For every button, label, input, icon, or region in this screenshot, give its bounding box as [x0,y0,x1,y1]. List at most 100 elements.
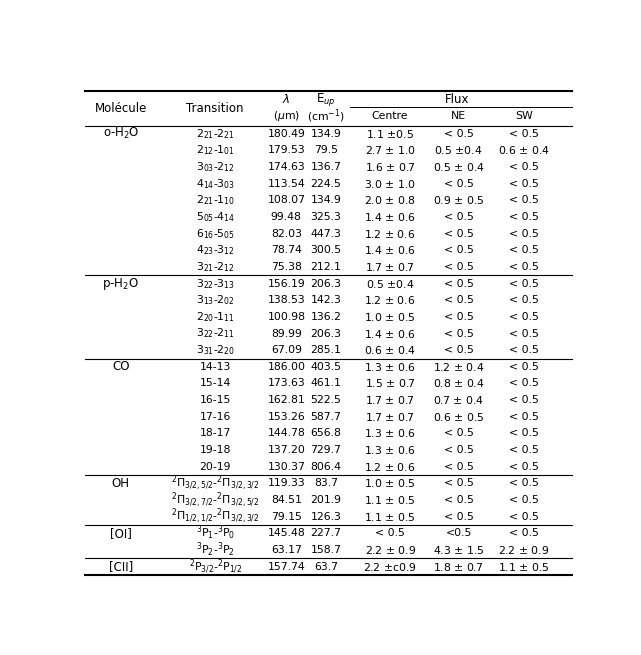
Text: < 0.5: < 0.5 [444,512,474,521]
Text: 0.5 $\pm$0.4: 0.5 $\pm$0.4 [366,278,414,290]
Text: 113.54: 113.54 [267,179,305,189]
Text: 153.26: 153.26 [267,412,305,422]
Text: 134.9: 134.9 [311,129,342,139]
Text: < 0.5: < 0.5 [444,262,474,272]
Text: 206.3: 206.3 [310,329,342,339]
Text: 285.1: 285.1 [311,345,342,355]
Text: < 0.5: < 0.5 [444,212,474,222]
Text: 1.8 $\pm$ 0.7: 1.8 $\pm$ 0.7 [433,561,484,572]
Text: < 0.5: < 0.5 [444,445,474,455]
Text: 63.7: 63.7 [314,561,338,572]
Text: 144.78: 144.78 [267,428,305,438]
Text: 138.53: 138.53 [267,295,305,305]
Text: < 0.5: < 0.5 [509,212,538,222]
Text: 1.1 $\pm$ 0.5: 1.1 $\pm$ 0.5 [364,494,416,506]
Text: 0.5 $\pm$0.4: 0.5 $\pm$0.4 [435,145,483,157]
Text: 1.7 $\pm$ 0.7: 1.7 $\pm$ 0.7 [365,411,415,422]
Text: 83.7: 83.7 [314,478,338,489]
Text: 403.5: 403.5 [310,362,342,372]
Text: 3.0 $\pm$ 1.0: 3.0 $\pm$ 1.0 [364,178,416,190]
Text: 0.9 $\pm$ 0.5: 0.9 $\pm$ 0.5 [433,195,485,206]
Text: < 0.5: < 0.5 [509,495,538,505]
Text: 119.33: 119.33 [267,478,305,489]
Text: SW: SW [515,111,533,121]
Text: < 0.5: < 0.5 [509,529,538,538]
Text: E$_{up}$: E$_{up}$ [316,91,336,108]
Text: ($\mu$m): ($\mu$m) [273,109,300,123]
Text: 2.2 $\pm$ 0.9: 2.2 $\pm$ 0.9 [498,544,549,556]
Text: 179.53: 179.53 [267,145,305,155]
Text: 99.48: 99.48 [271,212,302,222]
Text: $^2\Pi_{3/2,7/2}$-$^2\Pi_{3/2,5/2}$: $^2\Pi_{3/2,7/2}$-$^2\Pi_{3/2,5/2}$ [171,490,260,510]
Text: 1.1 $\pm$ 0.5: 1.1 $\pm$ 0.5 [498,561,549,572]
Text: < 0.5: < 0.5 [509,329,538,339]
Text: 156.19: 156.19 [267,278,305,289]
Text: < 0.5: < 0.5 [509,379,538,388]
Text: 0.6 $\pm$ 0.4: 0.6 $\pm$ 0.4 [498,145,550,157]
Text: 180.49: 180.49 [267,129,305,139]
Text: 84.51: 84.51 [271,495,302,505]
Text: $3_{21}$-$2_{12}$: $3_{21}$-$2_{12}$ [196,260,235,274]
Text: $4_{23}$-$3_{12}$: $4_{23}$-$3_{12}$ [196,244,235,257]
Text: 137.20: 137.20 [267,445,305,455]
Text: 0.6 $\pm$ 0.5: 0.6 $\pm$ 0.5 [433,411,485,422]
Text: < 0.5: < 0.5 [509,445,538,455]
Text: < 0.5: < 0.5 [444,462,474,472]
Text: 300.5: 300.5 [310,246,342,255]
Text: < 0.5: < 0.5 [509,162,538,172]
Text: 1.5 $\pm$ 0.7: 1.5 $\pm$ 0.7 [365,377,415,390]
Text: 2.2 $\pm$c0.9: 2.2 $\pm$c0.9 [363,561,417,572]
Text: 78.74: 78.74 [271,246,302,255]
Text: $2_{20}$-$1_{11}$: $2_{20}$-$1_{11}$ [196,310,235,324]
Text: 1.0 $\pm$ 0.5: 1.0 $\pm$ 0.5 [364,477,416,489]
Text: 14-13: 14-13 [199,362,231,372]
Text: 2.0 $\pm$ 0.8: 2.0 $\pm$ 0.8 [364,195,416,206]
Text: 79.5: 79.5 [314,145,338,155]
Text: <0.5: <0.5 [445,529,472,538]
Text: 1.2 $\pm$ 0.4: 1.2 $\pm$ 0.4 [433,361,485,373]
Text: 325.3: 325.3 [311,212,342,222]
Text: 587.7: 587.7 [311,412,342,422]
Text: 19-18: 19-18 [199,445,231,455]
Text: $2_{12}$-$1_{01}$: $2_{12}$-$1_{01}$ [196,143,235,157]
Text: 1.1 $\pm$0.5: 1.1 $\pm$0.5 [366,128,414,140]
Text: 108.07: 108.07 [267,195,305,206]
Text: < 0.5: < 0.5 [509,229,538,238]
Text: < 0.5: < 0.5 [509,478,538,489]
Text: 4.3 $\pm$ 1.5: 4.3 $\pm$ 1.5 [433,544,485,556]
Text: 136.7: 136.7 [311,162,342,172]
Text: 20-19: 20-19 [199,462,231,472]
Text: 130.37: 130.37 [267,462,305,472]
Text: 15-14: 15-14 [199,379,231,388]
Text: [CII]: [CII] [109,560,133,573]
Text: o-H$_2$O: o-H$_2$O [103,126,139,141]
Text: 2.7 $\pm$ 1.0: 2.7 $\pm$ 1.0 [365,145,415,157]
Text: < 0.5: < 0.5 [509,179,538,189]
Text: $3_{22}$-$2_{11}$: $3_{22}$-$2_{11}$ [196,327,235,341]
Text: < 0.5: < 0.5 [509,428,538,438]
Text: 522.5: 522.5 [311,395,342,405]
Text: 75.38: 75.38 [271,262,302,272]
Text: 806.4: 806.4 [310,462,342,472]
Text: $3_{03}$-$2_{12}$: $3_{03}$-$2_{12}$ [196,160,235,174]
Text: 173.63: 173.63 [267,379,305,388]
Text: $^3$P$_1$-$^3$P$_0$: $^3$P$_1$-$^3$P$_0$ [196,524,235,542]
Text: $\lambda$: $\lambda$ [282,93,290,105]
Text: 16-15: 16-15 [199,395,231,405]
Text: 0.5 $\pm$ 0.4: 0.5 $\pm$ 0.4 [433,161,485,173]
Text: < 0.5: < 0.5 [509,312,538,322]
Text: < 0.5: < 0.5 [509,246,538,255]
Text: 0.8 $\pm$ 0.4: 0.8 $\pm$ 0.4 [433,377,485,390]
Text: $^2\Pi_{3/2,5/2}$-$^2\Pi_{3/2,3/2}$: $^2\Pi_{3/2,5/2}$-$^2\Pi_{3/2,3/2}$ [171,474,260,493]
Text: 206.3: 206.3 [310,278,342,289]
Text: < 0.5: < 0.5 [444,312,474,322]
Text: 134.9: 134.9 [311,195,342,206]
Text: 157.74: 157.74 [267,561,305,572]
Text: OH: OH [112,477,130,490]
Text: Centre: Centre [372,111,408,121]
Text: 67.09: 67.09 [271,345,302,355]
Text: < 0.5: < 0.5 [444,278,474,289]
Text: 1.6 $\pm$ 0.7: 1.6 $\pm$ 0.7 [365,161,415,173]
Text: 1.0 $\pm$ 0.5: 1.0 $\pm$ 0.5 [364,311,416,323]
Text: 1.4 $\pm$ 0.6: 1.4 $\pm$ 0.6 [364,244,416,256]
